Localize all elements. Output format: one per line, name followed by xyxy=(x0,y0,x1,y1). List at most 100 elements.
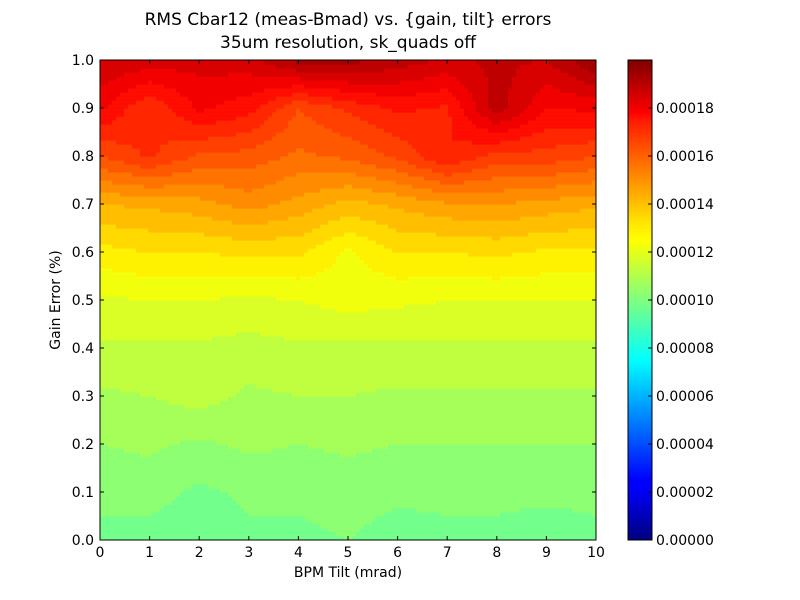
contour-cell xyxy=(560,512,565,517)
contour-cell xyxy=(132,436,137,441)
contour-cell xyxy=(356,520,361,525)
contour-cell xyxy=(592,456,596,461)
contour-cell xyxy=(312,384,317,389)
contour-cell xyxy=(556,532,561,537)
contour-cell xyxy=(160,384,165,389)
contour-cell xyxy=(152,524,157,529)
contour-cell xyxy=(440,392,445,397)
contour-cell xyxy=(396,492,401,497)
contour-cell xyxy=(408,428,413,433)
contour-cell xyxy=(220,444,225,449)
contour-cell xyxy=(272,408,277,413)
contour-cell xyxy=(376,448,381,453)
contour-cell xyxy=(400,408,405,413)
contour-cell xyxy=(100,480,105,485)
contour-cell xyxy=(556,444,561,449)
contour-cell xyxy=(340,504,345,509)
contour-cell xyxy=(204,448,209,453)
contour-cell xyxy=(236,428,241,433)
contour-cell xyxy=(204,452,209,457)
contour-cell xyxy=(212,516,217,521)
contour-cell xyxy=(212,484,217,489)
contour-cell xyxy=(536,472,541,477)
contour-cell xyxy=(296,432,301,437)
contour-cell xyxy=(460,392,465,397)
contour-cell xyxy=(572,404,577,409)
contour-cell xyxy=(484,384,489,389)
contour-cell xyxy=(168,448,173,453)
contour-cell xyxy=(136,516,141,521)
contour-cell xyxy=(232,464,237,469)
contour-cell xyxy=(328,424,333,429)
contour-cell xyxy=(388,472,393,477)
contour-cell xyxy=(412,428,417,433)
contour-cell xyxy=(236,448,241,453)
contour-cell xyxy=(208,488,213,493)
contour-cell xyxy=(576,476,581,481)
contour-cell xyxy=(448,520,453,525)
contour-cell xyxy=(560,420,565,425)
contour-cell xyxy=(328,416,333,421)
contour-cell xyxy=(300,400,305,405)
contour-cell xyxy=(580,416,585,421)
contour-cell xyxy=(564,420,569,425)
contour-cell xyxy=(372,404,377,409)
contour-cell xyxy=(292,396,297,401)
contour-cell xyxy=(268,528,273,533)
contour-cell xyxy=(428,412,433,417)
contour-cell xyxy=(464,428,469,433)
contour-cell xyxy=(396,412,401,417)
contour-cell xyxy=(256,492,261,497)
contour-cell xyxy=(308,516,313,521)
contour-cell xyxy=(488,532,493,537)
contour-cell xyxy=(300,420,305,425)
contour-cell xyxy=(468,444,473,449)
contour-cell xyxy=(416,432,421,437)
contour-cell xyxy=(544,452,549,457)
contour-cell xyxy=(204,400,209,405)
contour-cell xyxy=(108,496,113,501)
contour-cell xyxy=(232,408,237,413)
contour-cell xyxy=(120,472,125,477)
contour-cell xyxy=(260,444,265,449)
contour-cell xyxy=(180,432,185,437)
contour-cell xyxy=(400,496,405,501)
contour-cell xyxy=(108,456,113,461)
contour-cell xyxy=(304,408,309,413)
contour-cell xyxy=(284,444,289,449)
contour-cell xyxy=(432,444,437,449)
contour-cell xyxy=(408,460,413,465)
contour-cell xyxy=(520,512,525,517)
contour-cell xyxy=(544,412,549,417)
contour-cell xyxy=(104,416,109,421)
contour-cell xyxy=(152,412,157,417)
contour-cell xyxy=(172,500,177,505)
contour-cell xyxy=(476,484,481,489)
contour-cell xyxy=(408,508,413,513)
contour-cell xyxy=(152,516,157,521)
contour-cell xyxy=(128,508,133,513)
contour-cell xyxy=(440,384,445,389)
contour-cell xyxy=(500,416,505,421)
contour-cell xyxy=(392,440,397,445)
contour-cell xyxy=(468,500,473,505)
contour-cell xyxy=(204,460,209,465)
contour-cell xyxy=(548,468,553,473)
contour-cell xyxy=(236,480,241,485)
contour-cell xyxy=(228,500,233,505)
contour-cell xyxy=(156,440,161,445)
contour-cell xyxy=(484,508,489,513)
contour-cell xyxy=(156,384,161,389)
contour-cell xyxy=(408,388,413,393)
contour-cell xyxy=(184,388,189,393)
contour-cell xyxy=(376,384,381,389)
contour-cell xyxy=(352,472,357,477)
contour-cell xyxy=(440,412,445,417)
contour-cell xyxy=(272,532,277,537)
contour-cell xyxy=(464,508,469,513)
contour-cell xyxy=(300,440,305,445)
contour-cell xyxy=(588,384,593,389)
contour-cell xyxy=(356,440,361,445)
contour-cell xyxy=(576,416,581,421)
contour-cell xyxy=(528,520,533,525)
